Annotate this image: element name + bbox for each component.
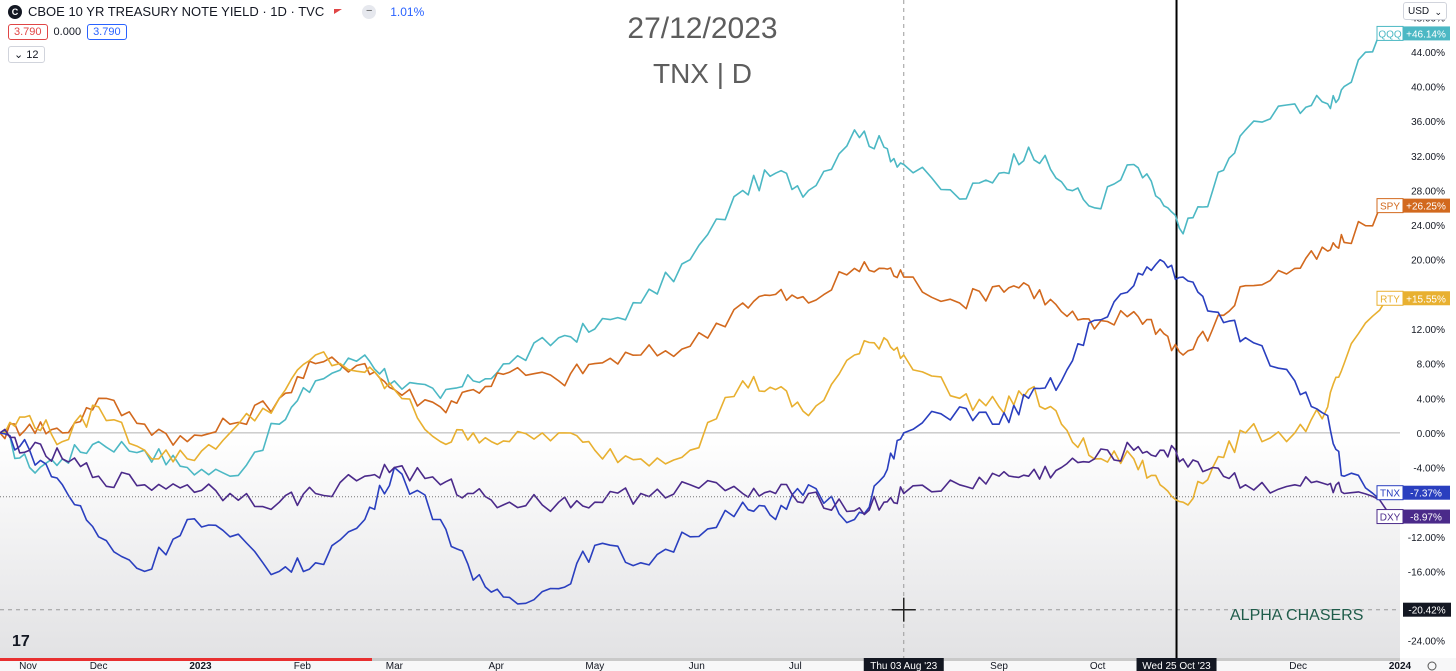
- y-tick-label: 40.00%: [1411, 83, 1445, 94]
- price-label-value-box: [1403, 485, 1450, 500]
- price-label-symbol: SPY: [1380, 202, 1400, 213]
- chevron-down-icon: ⌄: [1434, 7, 1442, 17]
- price-boxes: 3.790 0.000 3.790: [8, 24, 127, 40]
- price-label-value: -8.97%: [1410, 513, 1442, 524]
- price-label-spy: SPY +26.25%: [1376, 198, 1450, 214]
- overlay-date: 27/12/2023: [627, 12, 778, 45]
- price-label-value-box: [1403, 26, 1450, 41]
- y-tick-label: 32.00%: [1411, 152, 1445, 163]
- symbol-header[interactable]: C CBOE 10 YR TREASURY NOTE YIELD · 1D · …: [8, 4, 424, 19]
- x-tick-label: Dec: [90, 661, 108, 671]
- price-label-dxy: DXY -8.97%: [1376, 509, 1450, 525]
- currency-label: USD: [1408, 6, 1430, 17]
- y-tick-label: 20.00%: [1411, 256, 1445, 267]
- y-tick-label: 12.00%: [1411, 325, 1445, 336]
- price-label-symbol: TNX: [1380, 489, 1400, 500]
- x-tick-label: May: [585, 661, 604, 671]
- gear-icon: [1427, 661, 1437, 671]
- lower-area-background: [0, 432, 1400, 658]
- y-tick-label: 36.00%: [1411, 117, 1445, 128]
- y-tick-label: -12.00%: [1408, 533, 1445, 544]
- y-tick-label: -24.00%: [1408, 637, 1445, 648]
- buy-price[interactable]: 3.790: [87, 24, 127, 40]
- x-tick-label: Oct: [1090, 661, 1106, 671]
- x-tick-label: Sep: [990, 661, 1008, 671]
- x-tick-label: Dec: [1289, 661, 1307, 671]
- x-tick-label: Jun: [689, 661, 705, 671]
- y-tick-label: -4.00%: [1413, 464, 1445, 475]
- tradingview-logo: 17: [12, 633, 30, 650]
- symbol-title[interactable]: CBOE 10 YR TREASURY NOTE YIELD · 1D · TV…: [28, 4, 325, 19]
- change-percent: 1.01%: [390, 4, 425, 19]
- price-label-tnx: TNX -7.37%: [1376, 485, 1450, 501]
- x-tick-label: 2023: [189, 661, 212, 671]
- y-tick-label: -16.00%: [1408, 567, 1445, 578]
- price-label-symbol: RTY: [1380, 294, 1400, 305]
- x-tick-label: 2024: [1389, 661, 1412, 671]
- price-label-symbol: DXY: [1380, 513, 1401, 524]
- marker-x-label: Wed 25 Oct '23: [1142, 661, 1211, 671]
- price-label-rty: RTY +15.55%: [1376, 290, 1450, 306]
- price-label-value-box: [1403, 509, 1450, 524]
- price-label-value: +46.14%: [1406, 29, 1446, 40]
- marker-x-label-box: [1136, 658, 1217, 671]
- x-tick-label: Nov: [19, 661, 37, 671]
- sell-price[interactable]: 3.790: [8, 24, 48, 40]
- price-label-value-box: [1403, 291, 1450, 306]
- price-label-symbol: QQQ: [1378, 29, 1402, 40]
- indicators-collapse-button[interactable]: ⌄ 12: [8, 46, 45, 63]
- series-line-dxy: [0, 428, 1388, 516]
- y-tick-label: 8.00%: [1417, 360, 1445, 371]
- x-tick-label: Mar: [386, 661, 404, 671]
- flag-icon[interactable]: [334, 9, 343, 14]
- series-line-spy: [0, 204, 1388, 446]
- price-label-value: -7.37%: [1410, 489, 1442, 500]
- x-tick-label: Jul: [789, 661, 802, 671]
- price-label-value-box: [1403, 198, 1450, 213]
- overlay-symbol: TNX | D: [652, 58, 753, 89]
- x-tick-label: Apr: [488, 661, 504, 671]
- crosshair-y-label-box: [1403, 602, 1451, 617]
- y-tick-label: 4.00%: [1417, 394, 1445, 405]
- y-tick-label: 28.00%: [1411, 186, 1445, 197]
- x-tick-label: Feb: [294, 661, 312, 671]
- watermark: ALPHA CHASERS: [1230, 607, 1364, 624]
- crosshair-y-label: -20.42%: [1408, 606, 1445, 617]
- series-line-qqq: [0, 32, 1387, 477]
- progress-bar-red: [0, 658, 372, 661]
- y-tick-label: 44.00%: [1411, 48, 1445, 59]
- price-label-value: +15.55%: [1406, 294, 1446, 305]
- y-tick-label: 24.00%: [1411, 221, 1445, 232]
- crosshair-x-label-box: [863, 658, 944, 671]
- crosshair-x-label: Thu 03 Aug '23: [870, 661, 937, 671]
- x-axis-band: [0, 658, 1456, 671]
- price-label-value: +26.25%: [1406, 202, 1446, 213]
- symbol-logo-icon: C: [8, 4, 22, 19]
- series-line-tnx: [0, 258, 1388, 605]
- minus-icon[interactable]: −: [362, 4, 377, 19]
- currency-select[interactable]: USD ⌄: [1403, 2, 1447, 20]
- series-line-rty: [0, 297, 1388, 506]
- spread-value: 0.000: [53, 26, 82, 38]
- price-label-qqq: QQQ +46.14%: [1376, 25, 1450, 41]
- y-tick-label: 0.00%: [1417, 429, 1445, 440]
